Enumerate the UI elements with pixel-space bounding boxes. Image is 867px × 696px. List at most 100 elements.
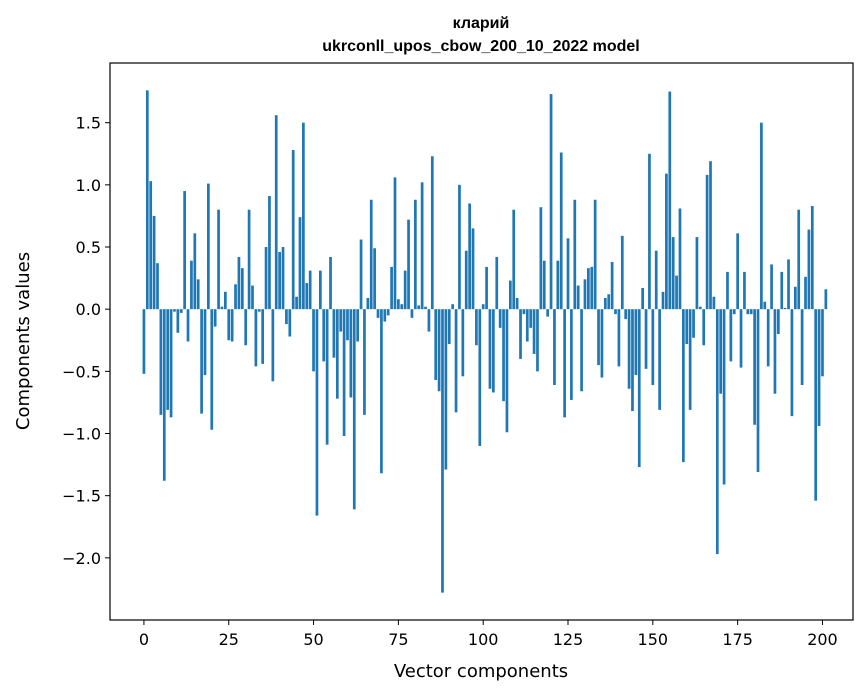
bar <box>692 309 695 338</box>
bar <box>763 301 767 310</box>
bar <box>804 276 807 310</box>
bar <box>234 284 237 310</box>
bar <box>257 309 261 312</box>
bar <box>397 299 400 310</box>
bar <box>352 309 356 510</box>
bar <box>356 309 360 342</box>
bar <box>546 309 550 317</box>
bar <box>247 209 251 310</box>
bar <box>264 247 268 310</box>
bar <box>549 94 553 310</box>
bar <box>661 291 665 310</box>
bar <box>200 309 203 414</box>
bar <box>176 309 180 333</box>
bar <box>678 208 682 310</box>
bar <box>420 182 424 310</box>
bar <box>441 309 444 593</box>
bar <box>376 309 380 318</box>
bar <box>746 309 750 315</box>
bar <box>634 309 638 376</box>
bar <box>590 266 594 310</box>
bar <box>536 309 539 372</box>
bar <box>461 309 465 377</box>
bar <box>142 309 146 374</box>
bar <box>637 309 641 468</box>
bar <box>424 306 427 310</box>
bar <box>390 266 393 310</box>
x-tick-label: 25 <box>219 630 239 649</box>
bar <box>749 309 753 315</box>
bar <box>430 156 434 310</box>
bar <box>732 309 736 315</box>
bar <box>712 296 716 310</box>
bar <box>437 309 441 392</box>
bar <box>152 215 156 310</box>
bar <box>268 196 271 310</box>
bar <box>570 309 573 400</box>
x-tick-label: 0 <box>139 630 149 649</box>
bar <box>739 309 743 368</box>
bar <box>658 309 661 410</box>
bar <box>325 309 329 445</box>
bar <box>145 90 149 310</box>
bar <box>614 309 617 315</box>
bar <box>254 309 258 367</box>
bar <box>817 309 821 427</box>
bar <box>529 309 533 328</box>
bar <box>688 309 692 410</box>
bar <box>335 309 339 399</box>
bar <box>715 309 719 555</box>
bar <box>824 289 828 310</box>
bar <box>814 309 818 501</box>
bar <box>230 309 234 342</box>
bar <box>553 309 556 386</box>
bar <box>722 309 726 485</box>
y-tick-label: −1.5 <box>62 487 101 506</box>
bar <box>312 309 315 372</box>
bar <box>566 238 570 310</box>
bar <box>573 199 577 310</box>
bar <box>166 309 170 410</box>
x-tick-label: 75 <box>388 630 408 649</box>
y-tick-label: −0.5 <box>62 362 101 381</box>
chart-subtitle: ukrconll_upos_cbow_200_10_2022 model <box>322 38 639 55</box>
y-axis-ticks: −2.0 −1.5 −1.0 −0.5 0.0 0.5 1.0 1.5 <box>62 114 110 568</box>
bar <box>156 263 159 310</box>
bar <box>427 309 431 332</box>
bars-group <box>142 90 828 593</box>
bar <box>288 309 292 337</box>
bar <box>607 294 611 310</box>
bar <box>492 309 495 393</box>
x-axis-label: Vector components <box>394 661 568 682</box>
bar <box>587 268 590 310</box>
bar <box>783 307 787 310</box>
bar <box>302 122 305 310</box>
bar <box>766 309 770 367</box>
x-tick-label: 50 <box>303 630 323 649</box>
bar <box>285 309 288 325</box>
bar <box>800 309 804 386</box>
bar <box>393 177 397 310</box>
bar <box>485 266 488 310</box>
bar <box>736 233 739 310</box>
bar <box>413 199 417 310</box>
bar <box>671 237 675 310</box>
bar <box>505 309 509 433</box>
bar <box>223 291 227 310</box>
bar <box>332 309 336 358</box>
bar <box>705 174 709 310</box>
bar <box>179 309 183 313</box>
bar <box>308 270 312 310</box>
bar <box>162 309 166 481</box>
x-tick-label: 200 <box>807 630 838 649</box>
bar <box>627 309 631 389</box>
bar <box>464 250 468 310</box>
bar <box>810 205 814 310</box>
bar <box>203 309 207 376</box>
bar <box>298 217 302 310</box>
bar <box>580 309 583 392</box>
y-tick-label: −1.0 <box>62 425 101 444</box>
bar <box>359 239 363 310</box>
bar <box>502 309 505 402</box>
